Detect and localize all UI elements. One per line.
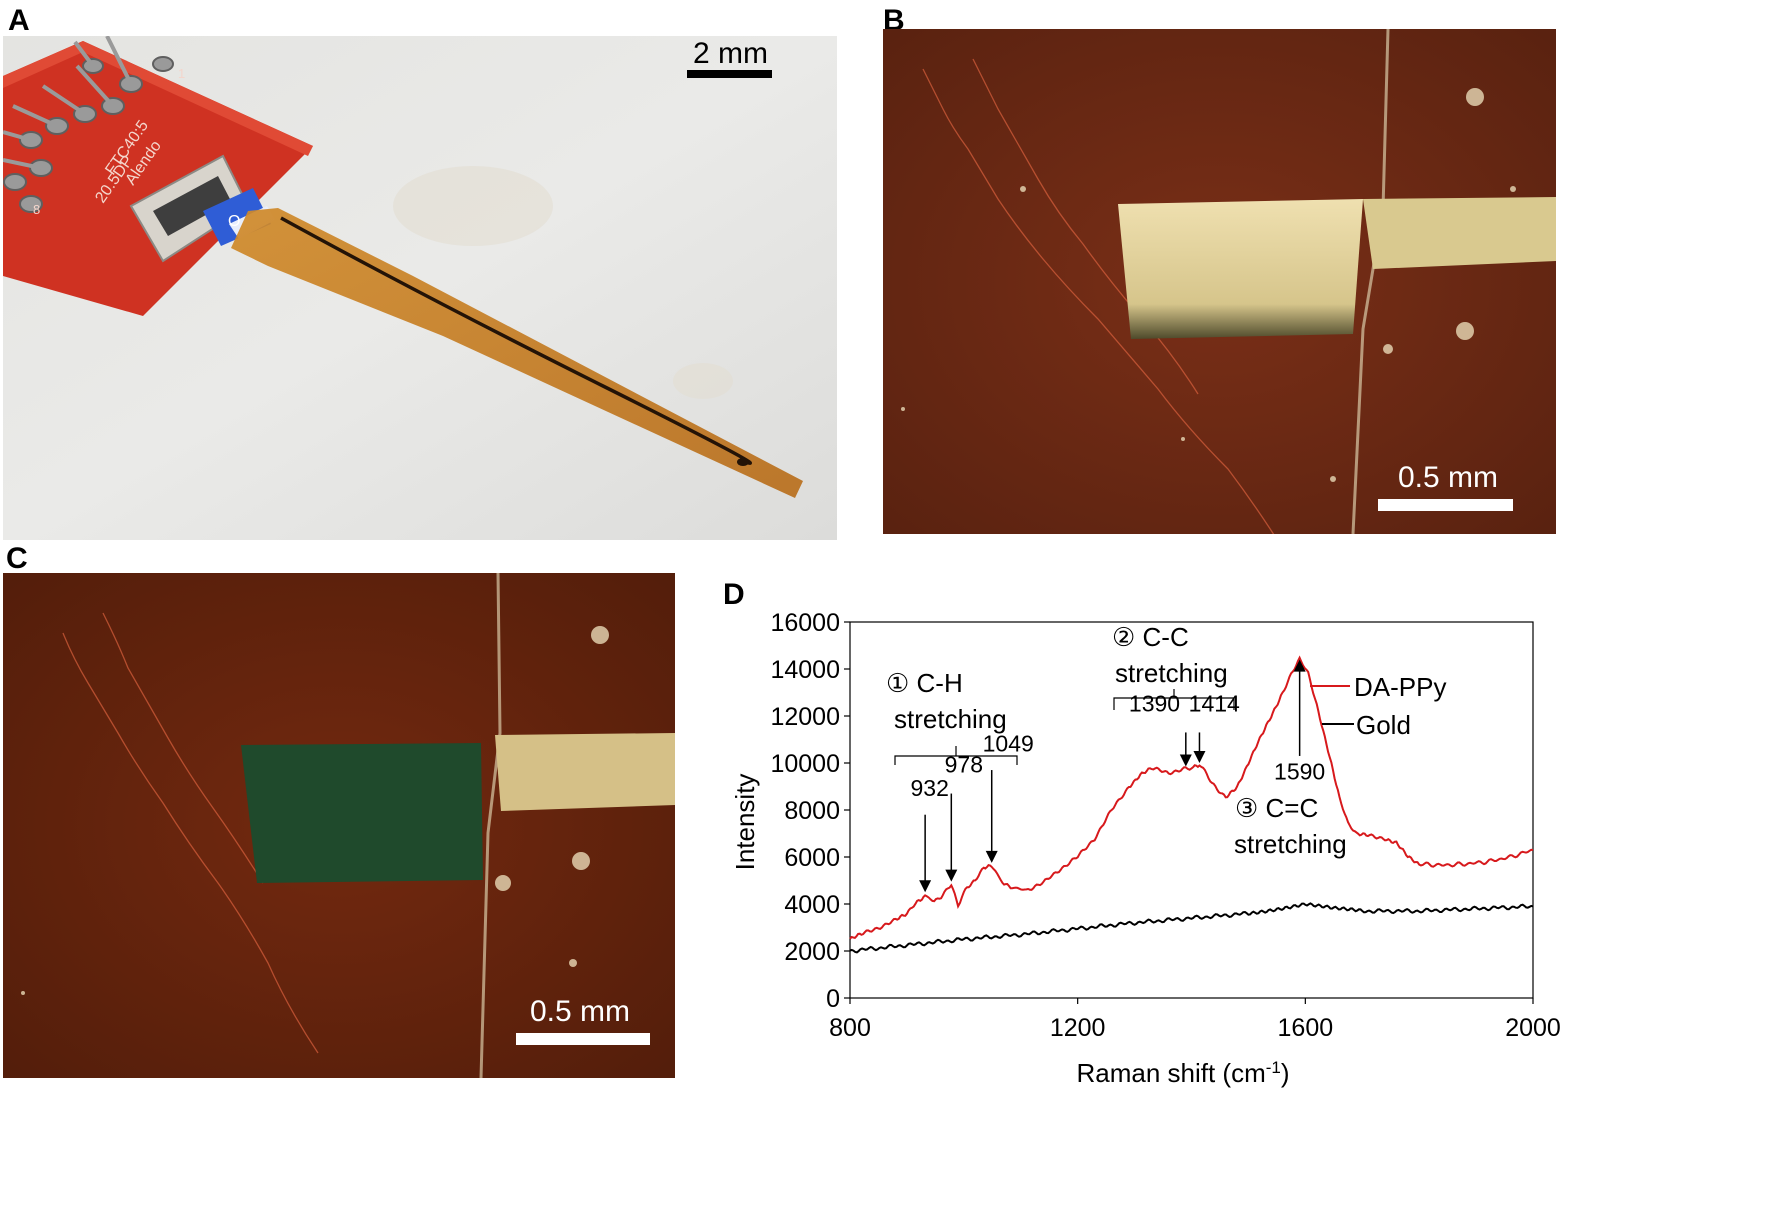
y-axis-label: Intensity — [730, 774, 760, 871]
x-axis-label: Raman shift (cm-1) — [1076, 1058, 1289, 1089]
y-tick-label: 8000 — [784, 797, 840, 825]
y-tick-label: 0 — [826, 985, 840, 1013]
x-axis-ticks: 800 1200 1600 2000 — [829, 998, 1561, 1042]
panel-b-scale-bar — [1378, 499, 1513, 511]
panel-d-letter: D — [723, 578, 745, 611]
y-axis-ticks: 0 2000 4000 6000 8000 10000 12000 14000 16000 — [770, 609, 850, 1013]
peak-label: 978 — [945, 751, 983, 777]
peak-label: 1590 — [1274, 758, 1325, 784]
panel-a-letter: A — [8, 4, 30, 37]
pcb-pin1-label: 1 — [178, 66, 185, 81]
y-tick-label: 14000 — [770, 656, 840, 684]
peak-arrowhead — [1179, 754, 1192, 767]
group3-label: ③ C=C — [1235, 793, 1318, 823]
peak-label: 932 — [910, 775, 948, 801]
y-tick-label: 2000 — [784, 938, 840, 966]
group1-sub: stretching — [894, 704, 1007, 734]
group2-bracket — [1113, 689, 1235, 710]
panel-a-scale-bar — [687, 70, 772, 78]
peak-arrowhead — [1293, 659, 1306, 672]
group1-label: ① C-H — [886, 668, 963, 698]
group3-sub: stretching — [1234, 829, 1347, 859]
y-tick-label: 10000 — [770, 750, 840, 778]
group2-label: ② C-C — [1112, 622, 1189, 652]
y-tick-label: 6000 — [784, 844, 840, 872]
peak-arrowhead — [985, 850, 998, 863]
group1-bracket — [894, 746, 1018, 765]
blue-tab-mark: O — [228, 213, 240, 230]
micrograph-da-ppy-electrode — [3, 573, 675, 1078]
y-tick-label: 16000 — [770, 609, 840, 637]
peak-label: 1049 — [983, 730, 1034, 756]
legend: DA-PPy Gold — [1310, 672, 1446, 740]
panel-c-letter: C — [6, 542, 28, 575]
series-da-ppy-line — [849, 655, 1534, 940]
panel-c-scale-bar — [516, 1033, 650, 1045]
series-gold-line — [849, 902, 1534, 954]
group2-sub: stretching — [1115, 658, 1228, 688]
peak-arrowhead — [945, 869, 958, 882]
pcb-pin-label: 8 — [33, 202, 40, 217]
device-photo: FTC40:5 Alendo 20.5DP 8 1 O — [3, 36, 837, 540]
legend-label-da-ppy: DA-PPy — [1354, 672, 1446, 702]
panel-a-scale-label: 2 mm — [693, 37, 768, 70]
panel-b-letter: B — [883, 4, 905, 37]
micrograph-gold-electrode — [883, 29, 1556, 534]
raman-spectrum-chart: 0 2000 4000 6000 8000 10000 12000 14000 16000 80… — [730, 609, 1561, 1089]
x-tick-label: 1200 — [1050, 1014, 1106, 1042]
peak-label: 1390 — [1129, 690, 1180, 716]
x-tick-label: 2000 — [1505, 1014, 1561, 1042]
series-lines — [849, 655, 1534, 954]
panel-b-scale-label: 0.5 mm — [1398, 461, 1499, 494]
peak-arrowhead — [1193, 751, 1206, 763]
legend-label-gold: Gold — [1356, 710, 1411, 740]
x-tick-label: 800 — [829, 1014, 871, 1042]
x-tick-label: 1600 — [1278, 1014, 1334, 1042]
y-tick-label: 12000 — [770, 703, 840, 731]
polyimide-probe — [231, 208, 803, 498]
peak-arrowhead — [919, 880, 932, 893]
panel-c-scale-label: 0.5 mm — [530, 995, 631, 1028]
y-tick-label: 4000 — [784, 891, 840, 919]
peak-label: 1414 — [1189, 690, 1240, 716]
